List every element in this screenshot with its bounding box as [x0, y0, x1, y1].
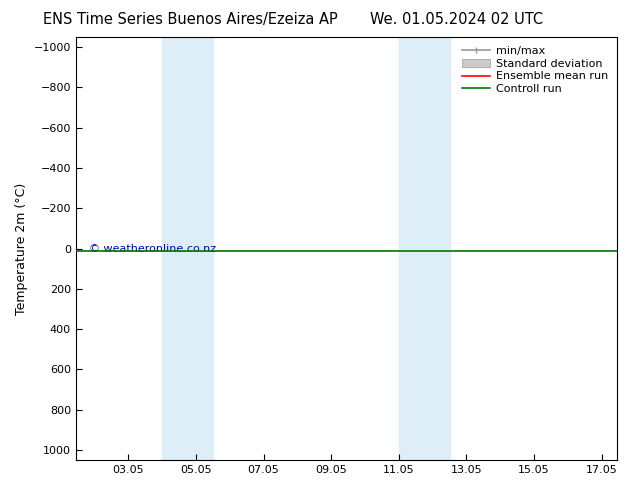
Text: ENS Time Series Buenos Aires/Ezeiza AP: ENS Time Series Buenos Aires/Ezeiza AP [43, 12, 337, 27]
Y-axis label: Temperature 2m (°C): Temperature 2m (°C) [15, 182, 28, 315]
Bar [162, 37, 213, 460]
Text: We. 01.05.2024 02 UTC: We. 01.05.2024 02 UTC [370, 12, 543, 27]
Legend: min/max, Standard deviation, Ensemble mean run, Controll run: min/max, Standard deviation, Ensemble me… [459, 43, 611, 98]
Bar [399, 37, 450, 460]
Text: © weatheronline.co.nz: © weatheronline.co.nz [89, 245, 216, 254]
